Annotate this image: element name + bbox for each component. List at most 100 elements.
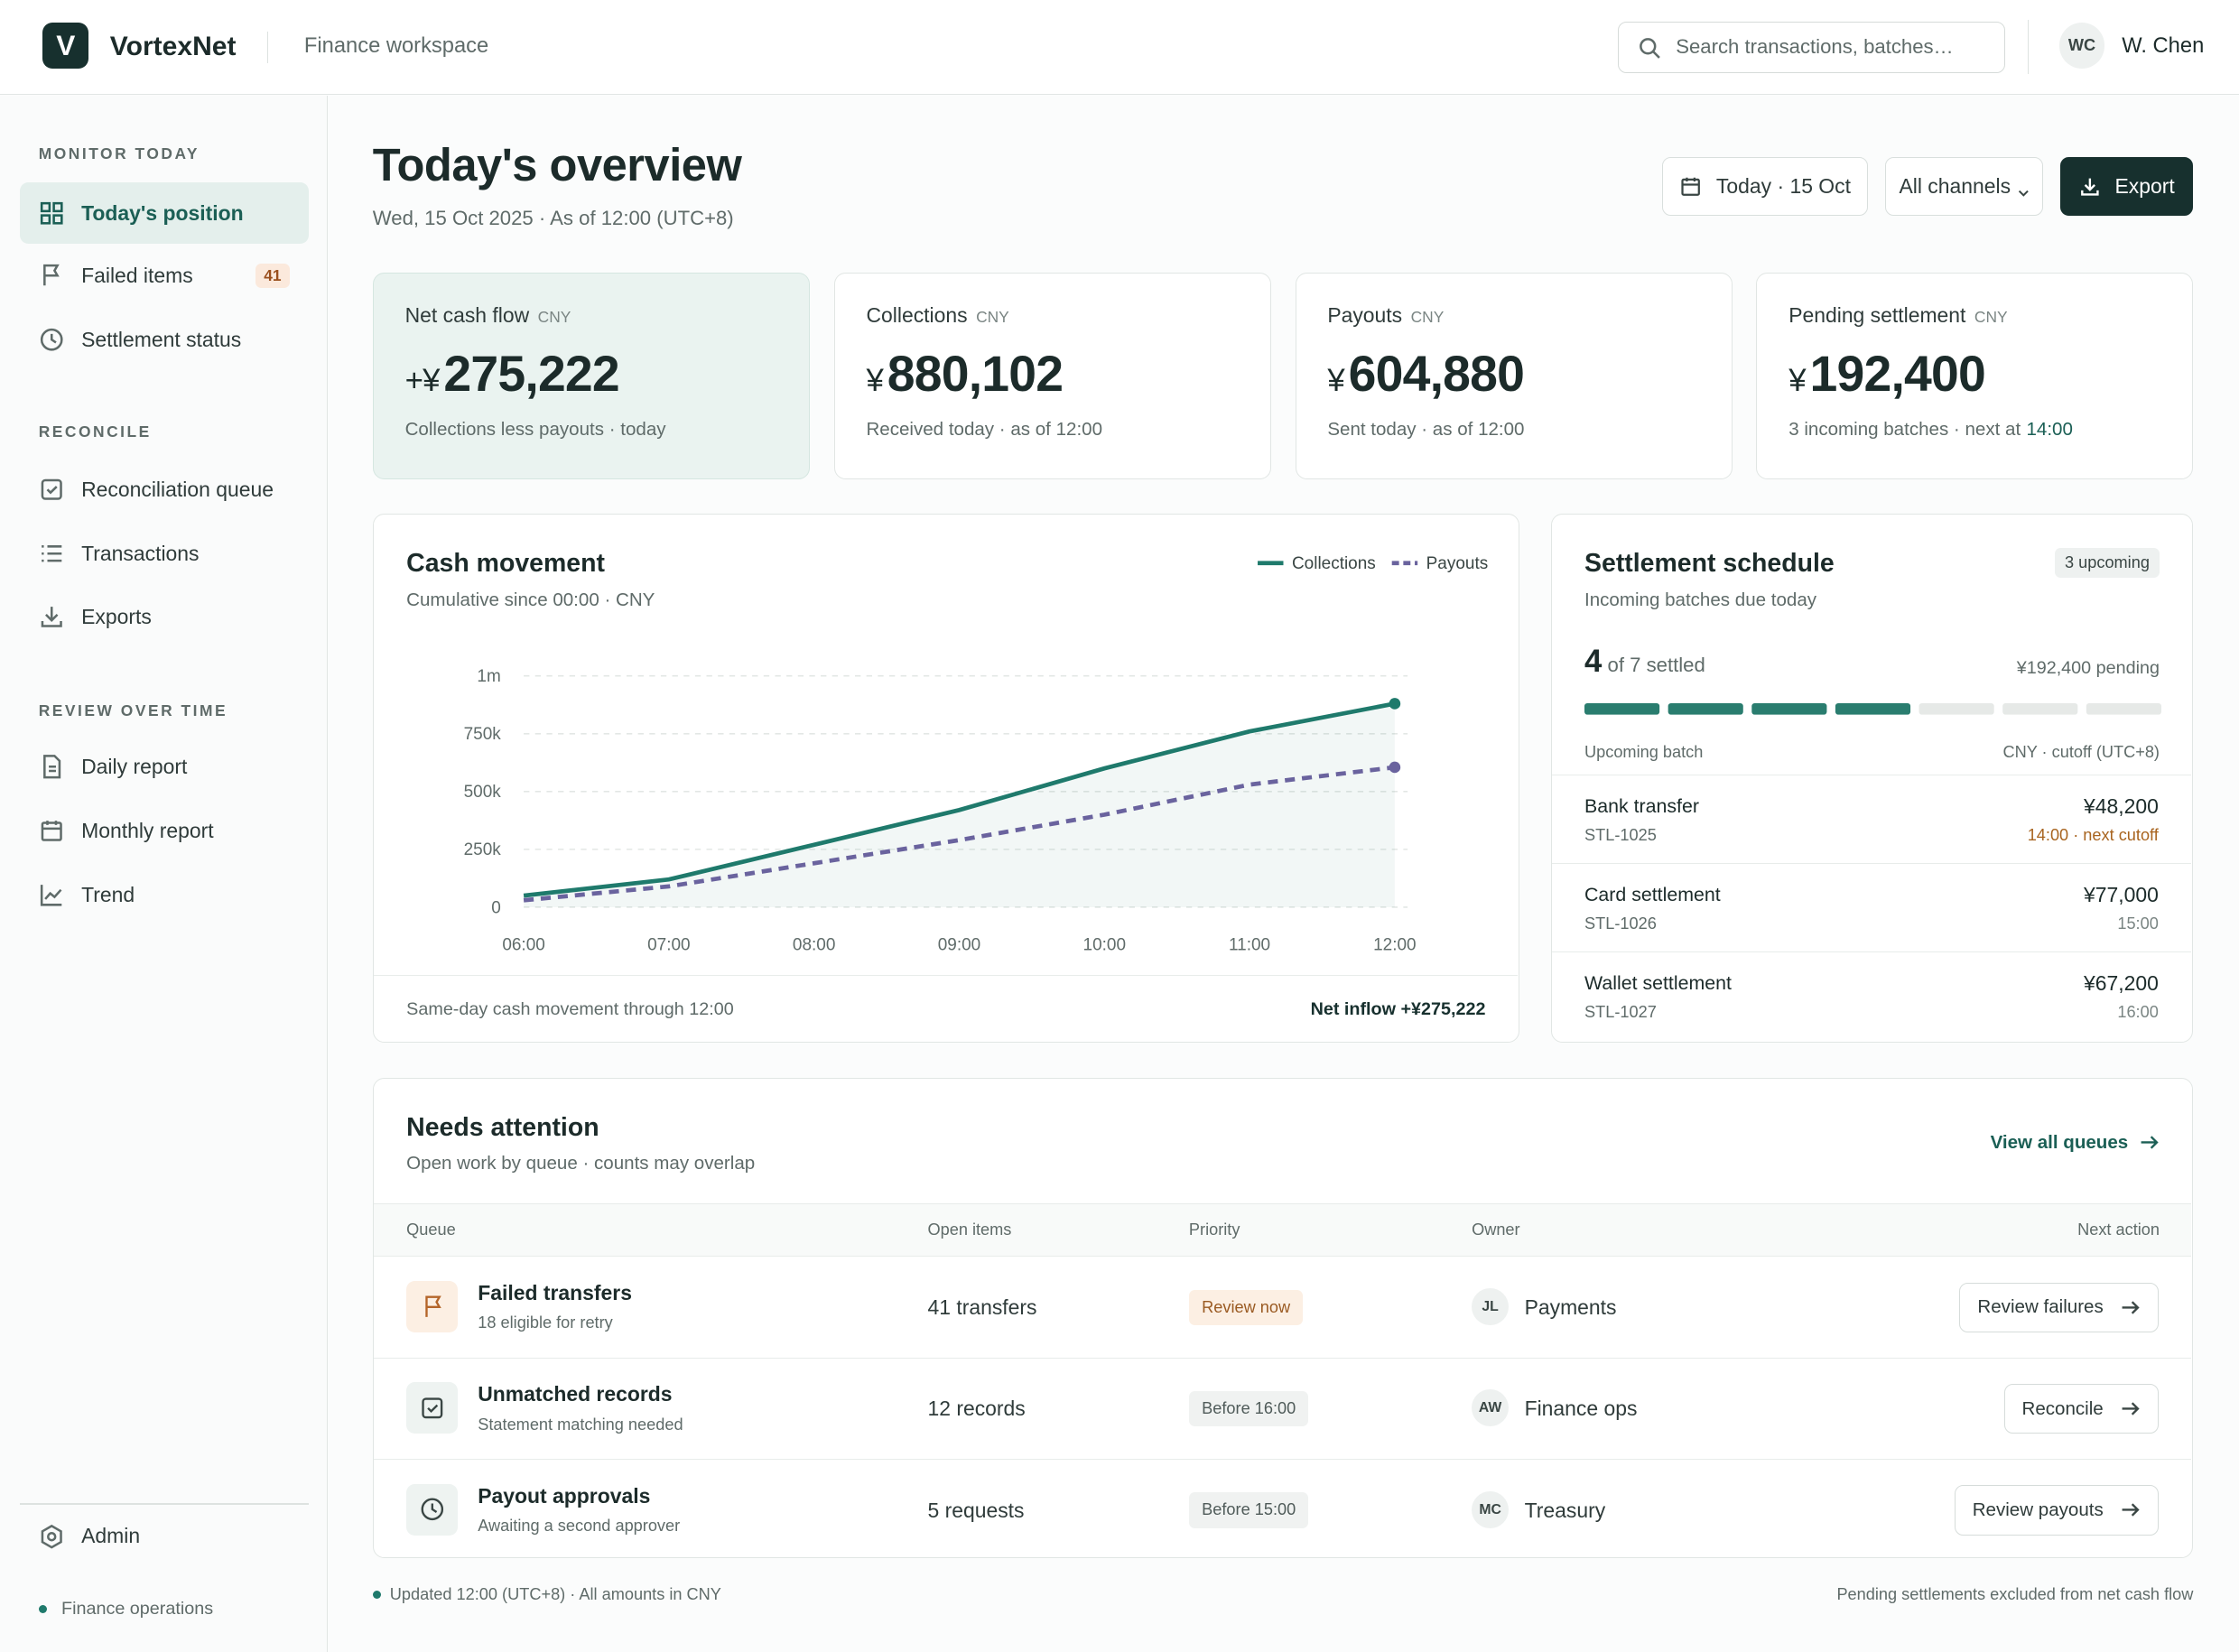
search-box[interactable]: Search transactions, batches…: [1617, 21, 2005, 73]
kpi-number: 192,400: [1809, 346, 1986, 403]
batch-id: STL-1025: [1584, 825, 1657, 844]
arrow-icon: [2122, 1503, 2140, 1517]
export-button[interactable]: Export: [2060, 156, 2194, 216]
queue-name: Failed transfers: [478, 1281, 632, 1305]
button-label: All channels: [1899, 173, 2011, 198]
kpi-label: Pending settlement CNY: [1788, 303, 2007, 328]
chevron-icon: [2018, 190, 2029, 197]
line: [523, 765, 1395, 903]
kpi-note-text: Collections less payouts · today: [404, 419, 666, 441]
batch-amount: ¥77,000: [2083, 882, 2159, 906]
nav-item[interactable]: Admin: [20, 1508, 308, 1564]
nav-item[interactable]: Daily report: [20, 738, 308, 795]
x-tick-label: 11:00: [1229, 936, 1270, 955]
kpi-value: +¥ 275,222: [405, 345, 620, 403]
view-all-link[interactable]: View all queues: [1991, 1132, 2160, 1154]
kpi-card: Collections CNY ¥880,102 Received today · a…: [833, 273, 1271, 480]
settled-of: of: [1607, 654, 1624, 677]
card-subtitle: Cumulative since 00:00 · CNY: [406, 589, 655, 610]
open-items: 12 records: [927, 1397, 1026, 1421]
batch-row[interactable]: Bank transfer STL-1025 ¥48,200 14:00 · next…: [1551, 775, 2192, 864]
kpi-label: Payouts CNY: [1327, 303, 1444, 328]
column-header: Next action: [2077, 1220, 2160, 1239]
open-items: 41 transfers: [927, 1295, 1037, 1319]
workspace: Finance workspace: [303, 33, 489, 58]
kpi-number: 604,880: [1348, 346, 1525, 403]
user-avatar[interactable]: WC: [2058, 23, 2105, 69]
queue-row: Failed transfers 18 eligible for retry 41 …: [373, 1256, 2192, 1358]
pending-amount: ¥192,400 pending: [2016, 657, 2160, 678]
queue-icon: [406, 1382, 459, 1434]
queue-detail: Statement matching needed: [478, 1415, 683, 1434]
brand: VortexNet: [109, 31, 237, 61]
line-chart: 0 250k 500k 750k 1m 06:00 07:00 08:00 09:00 10:00…: [463, 554, 1488, 955]
action-button[interactable]: Reconcile: [2003, 1384, 2159, 1434]
kpi-label-text: Collections: [866, 303, 968, 328]
kpi-note: Collections less payouts · today: [405, 419, 666, 441]
queue-name: Payout approvals: [478, 1483, 651, 1508]
end-point: [1389, 762, 1400, 774]
kpi-label-text: Net cash flow: [404, 303, 530, 328]
column-header: CNY · cutoff (UTC+8): [2002, 743, 2160, 762]
link-label: View all queues: [1990, 1131, 2129, 1153]
x-tick-label: 09:00: [938, 936, 980, 955]
nav-item[interactable]: Monthly report: [20, 803, 308, 859]
batch-row[interactable]: Card settlement STL-1026 ¥77,000 15:00: [1551, 863, 2192, 952]
batch-time: 15:00: [2117, 914, 2159, 933]
footer-left: Updated 12:00 (UTC+8) · All amounts in C…: [389, 1584, 721, 1603]
kpi-prefix: ¥: [1327, 364, 1344, 399]
legend-label: Payouts: [1426, 554, 1488, 573]
batch-time: 14:00 · next cutoff: [2027, 825, 2159, 844]
date-button[interactable]: Today · 15 Oct: [1662, 156, 1868, 216]
nav-item[interactable]: Transactions: [20, 525, 308, 582]
arrow-icon: [2122, 1301, 2140, 1314]
chart-footer-total: Net inflow +¥275,222: [1310, 998, 1486, 1019]
batch-row[interactable]: Wallet settlement STL-1027 ¥67,200 16:00: [1551, 951, 2192, 1041]
nav-item[interactable]: Failed items 41: [20, 247, 308, 304]
action-button[interactable]: Review failures: [1959, 1282, 2159, 1333]
action-button[interactable]: Review payouts: [1954, 1485, 2159, 1536]
download-icon: [2081, 178, 2099, 196]
calendar-icon: [1681, 177, 1700, 196]
card-title: Cash movement: [406, 549, 605, 579]
nav-item[interactable]: Reconciliation queue: [20, 461, 308, 518]
nav-label: Monthly report: [81, 819, 214, 842]
status-dot: [38, 1604, 48, 1614]
nav-label: Reconciliation queue: [81, 477, 274, 501]
queue-row: Unmatched records Statement matching need…: [373, 1357, 2192, 1460]
y-tick-label: 250k: [463, 841, 501, 860]
card-title: Settlement schedule: [1584, 549, 1835, 579]
x-tick-label: 12:00: [1373, 936, 1416, 955]
divider: [373, 974, 1518, 977]
priority-pill: Before 15:00: [1188, 1492, 1309, 1528]
nav-item[interactable]: Settlement status: [20, 311, 308, 368]
settled-summary: 4 of 7 settled: [1584, 645, 1705, 680]
card-subtitle: Incoming batches due today: [1584, 589, 1817, 610]
status-dot: [372, 1590, 382, 1600]
user-name[interactable]: W. Chen: [2122, 33, 2205, 58]
kpi-prefix: ¥: [1788, 364, 1806, 399]
progress-segment: [1668, 703, 1743, 715]
queue-detail: Awaiting a second approver: [478, 1517, 681, 1536]
batch-amount: ¥48,200: [2083, 794, 2159, 818]
nav-item[interactable]: Today's position: [20, 182, 309, 245]
logo: V: [42, 23, 89, 69]
nav-section-title: RECONCILE: [38, 422, 152, 441]
kpi-note: Received today · as of 12:00: [866, 419, 1102, 441]
owner-avatar: JL: [1472, 1288, 1510, 1326]
owner-name: Finance ops: [1524, 1397, 1638, 1421]
nav-label: Settlement status: [81, 327, 242, 351]
nav-badge: 41: [255, 263, 291, 288]
kpi-card: Net cash flow CNY +¥ 275,222 Collections les…: [372, 273, 810, 480]
progress-segment: [1751, 703, 1827, 715]
nav-item[interactable]: Trend: [20, 867, 308, 923]
kpi-label: Collections CNY: [866, 303, 1008, 328]
channel-select[interactable]: All channels: [1884, 156, 2044, 216]
nav-section-title: MONITOR TODAY: [38, 144, 200, 162]
progress-segment: [2086, 703, 2161, 715]
button-label: Export: [2114, 173, 2175, 198]
batch-name: Wallet settlement: [1584, 972, 1732, 995]
nav-item[interactable]: Exports: [20, 589, 308, 645]
search-placeholder: Search transactions, batches…: [1676, 34, 1954, 58]
